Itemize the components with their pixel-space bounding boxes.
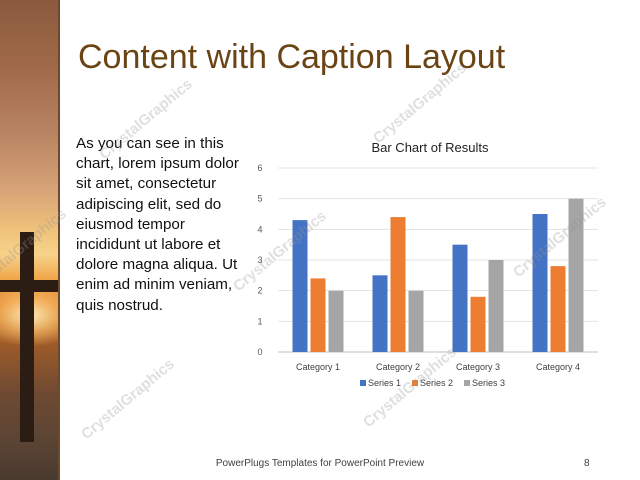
x-category-label: Category 1 — [296, 362, 340, 372]
y-tick-label: 3 — [257, 255, 262, 265]
photo-divider — [58, 0, 60, 480]
caption-text: As you can see in this chart, lorem ipsu… — [76, 135, 239, 314]
bar-series-2 — [310, 278, 326, 352]
footer-text: PowerPlugs Templates for PowerPoint Prev… — [215, 458, 425, 469]
bar-series-1 — [532, 214, 548, 352]
x-category-label: Category 3 — [456, 362, 500, 372]
y-tick-label: 5 — [257, 194, 262, 204]
bar-series-3 — [408, 290, 424, 352]
x-category-label: Category 2 — [376, 362, 420, 372]
legend-label: Series 2 — [420, 378, 453, 388]
bar-series-3 — [568, 198, 584, 352]
y-tick-label: 4 — [257, 224, 262, 234]
y-tick-label: 0 — [257, 347, 262, 357]
sunset-cross-photo — [0, 0, 58, 480]
bar-series-2 — [390, 217, 406, 352]
legend-label: Series 1 — [368, 378, 401, 388]
chart-title: Bar Chart of Results — [371, 140, 489, 155]
legend-label: Series 3 — [472, 378, 505, 388]
cross-horizontal-beam — [0, 280, 58, 292]
bar-chart: Bar Chart of Results 0 1 2 3 4 5 6 Category 1 C… — [257, 140, 598, 388]
x-category-label: Category 4 — [536, 362, 580, 372]
slide-title: Content with Caption Layout — [78, 38, 506, 76]
y-tick-label: 6 — [257, 163, 262, 173]
cross-vertical-beam — [20, 232, 34, 442]
bar-series-1 — [372, 275, 388, 352]
bar-series-2 — [470, 296, 486, 352]
bar-series-2 — [550, 266, 566, 352]
page-number: 8 — [584, 458, 590, 469]
legend-swatch — [464, 380, 470, 386]
bar-series-1 — [292, 220, 308, 352]
legend-swatch — [360, 380, 366, 386]
bar-series-1 — [452, 244, 468, 352]
bar-series-3 — [328, 290, 344, 352]
bar-series-3 — [488, 260, 504, 352]
legend-swatch — [412, 380, 418, 386]
y-tick-label: 1 — [257, 316, 262, 326]
watermark-text: CrystalGraphics — [78, 355, 178, 444]
y-tick-label: 2 — [257, 286, 262, 296]
